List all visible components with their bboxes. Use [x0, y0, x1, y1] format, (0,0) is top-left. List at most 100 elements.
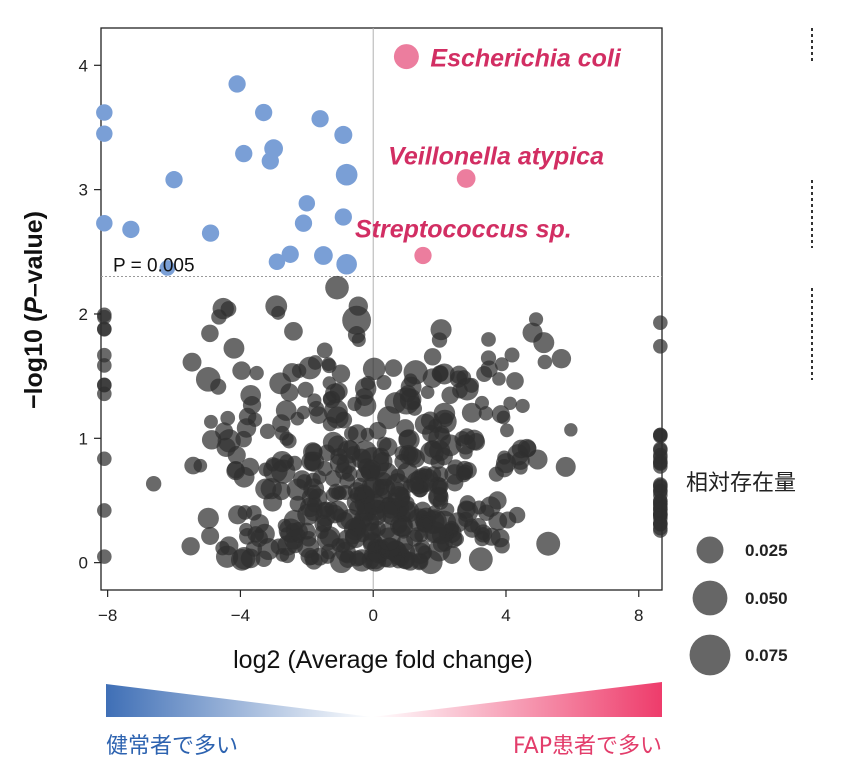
y-tick-label: 0 [79, 554, 88, 573]
background-point [308, 400, 325, 417]
legend-size-label: 0.025 [745, 541, 788, 560]
background-point [347, 396, 362, 412]
background-point [271, 305, 286, 320]
background-point [492, 372, 506, 386]
background-point [415, 539, 431, 555]
background-point [339, 550, 357, 568]
background-point [551, 348, 572, 369]
x-axis-title: log2 (Average fold change) [233, 646, 533, 674]
background-point [329, 382, 348, 401]
background-point [263, 492, 283, 512]
background-point [461, 402, 482, 423]
background-point [316, 342, 333, 359]
background-point [323, 399, 348, 424]
x-tick-label: 8 [634, 606, 643, 625]
background-point [653, 442, 668, 458]
background-point [259, 423, 276, 440]
background-point [413, 501, 432, 520]
background-point [457, 464, 474, 480]
background-point [511, 451, 530, 470]
background-point [506, 372, 524, 390]
caption-fap: FAP患者で多い [513, 734, 662, 759]
background-point [564, 423, 578, 437]
background-point [271, 451, 293, 473]
background-point [491, 405, 510, 424]
background-point [279, 547, 296, 564]
species-label: Streptococcus sp. [355, 216, 572, 244]
background-point [306, 484, 322, 500]
background-point [339, 508, 361, 530]
background-point [500, 423, 514, 438]
background-point [342, 305, 371, 335]
y-tick-label: 4 [79, 56, 88, 75]
background-point [201, 526, 220, 545]
healthy-enriched-point [335, 163, 358, 186]
background-point [220, 301, 237, 317]
healthy-enriched-point [228, 75, 246, 93]
background-point [420, 385, 435, 400]
healthy-enriched-point [165, 171, 183, 189]
x-tick-label: −8 [98, 606, 117, 625]
species-annotations: Escherichia coli Veillonella atypica Strep… [355, 45, 622, 244]
x-tick-label: −4 [231, 606, 250, 625]
background-point [97, 451, 112, 467]
background-point [237, 505, 253, 520]
background-point [441, 386, 459, 405]
legend-size-circle [692, 580, 728, 616]
background-point [488, 511, 508, 531]
background-point [495, 453, 516, 474]
background-point [220, 410, 236, 426]
background-point [197, 507, 219, 529]
healthy-enriched-point [159, 260, 176, 276]
background-point [480, 350, 497, 366]
healthy-enriched-point [298, 195, 316, 212]
background-point [494, 357, 509, 372]
healthy-enriched-point [255, 103, 273, 122]
background-point [240, 457, 260, 476]
background-point [653, 339, 668, 354]
background-point [210, 378, 227, 395]
background-point [97, 377, 112, 393]
background-point [97, 321, 112, 337]
legend-size-circle [689, 634, 731, 676]
healthy-enriched-point [336, 253, 357, 275]
legend-size-label: 0.075 [745, 646, 788, 665]
background-point [653, 427, 668, 443]
background-point [303, 442, 323, 462]
background-point [653, 497, 668, 512]
background-point [325, 275, 349, 300]
background-point [522, 322, 543, 343]
background-point [470, 517, 487, 535]
background-point [468, 547, 493, 572]
background-point [653, 508, 668, 524]
healthy-enriched-point [122, 220, 140, 239]
background-point [423, 348, 442, 366]
background-point [321, 357, 336, 372]
healthy-enriched-point [235, 144, 253, 163]
background-point [325, 504, 345, 524]
background-point [280, 383, 299, 402]
healthy-enriched-point [96, 125, 113, 142]
legend-size-circle [696, 536, 724, 564]
healthy-enriched-point [268, 253, 286, 270]
background-point [277, 518, 292, 533]
background-point [351, 332, 366, 347]
background-point [254, 523, 275, 544]
data-points [96, 44, 668, 575]
background-point [290, 411, 305, 426]
healthy-enriched-point [314, 246, 333, 265]
background-point [319, 526, 341, 548]
background-point [346, 446, 360, 460]
background-point [653, 477, 668, 492]
background-point [181, 537, 200, 556]
background-point [488, 491, 507, 510]
background-point [360, 427, 375, 442]
background-point [449, 370, 467, 388]
healthy-enriched-point [294, 214, 313, 232]
fap-enriched-point [393, 44, 419, 70]
caption-healthy: 健常者で多い [106, 734, 238, 759]
background-point [284, 321, 303, 341]
background-point [297, 381, 314, 398]
background-point [215, 422, 234, 441]
healthy-enriched-point [264, 139, 283, 158]
